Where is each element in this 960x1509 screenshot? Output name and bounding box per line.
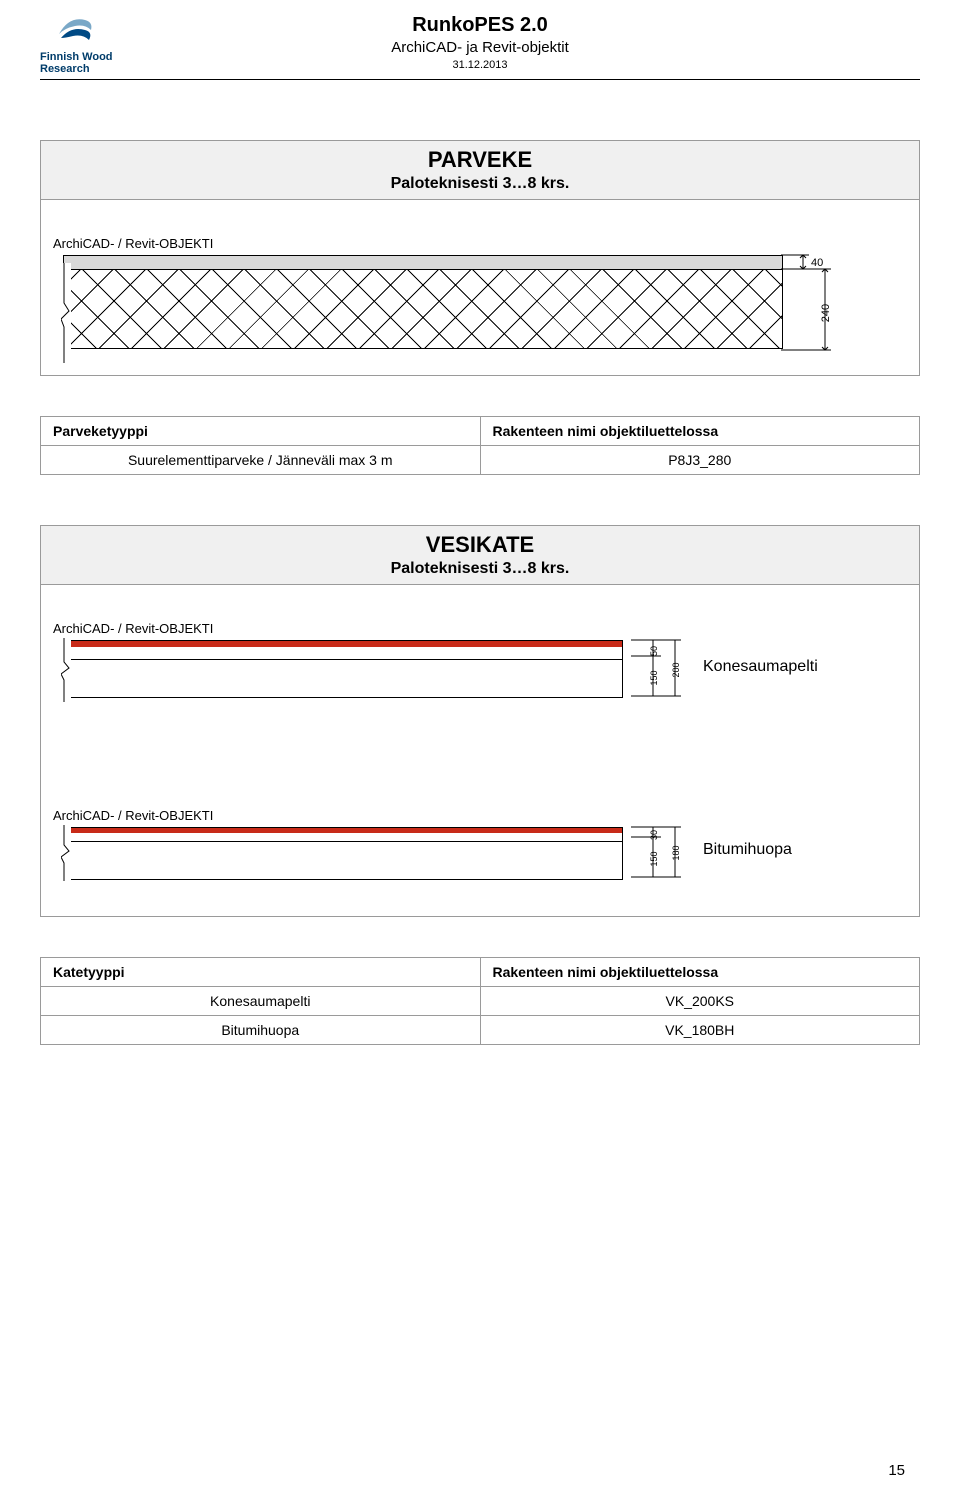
doc-date: 31.12.2013	[40, 59, 920, 71]
vk2-gap-layer	[63, 833, 622, 841]
vesikate-diagram2-label: ArchiCAD- / Revit-OBJEKTI	[53, 808, 907, 823]
dim-40: 40	[811, 257, 823, 269]
doc-subtitle: ArchiCAD- ja Revit-objektit	[40, 39, 920, 56]
vesikate-title-cell: VESIKATE Paloteknisesti 3…8 krs.	[41, 526, 920, 585]
parveke-th-left: Parveketyyppi	[41, 417, 481, 446]
vk1-label: Konesaumapelti	[703, 658, 818, 676]
header-titles: RunkoPES 2.0 ArchiCAD- ja Revit-objektit…	[40, 10, 920, 71]
vk2-label: Bitumihuopa	[703, 841, 792, 859]
table-row: Konesaumapelti VK_200KS	[41, 987, 920, 1016]
vesikate-th-left: Katetyyppi	[41, 958, 481, 987]
table-row: Bitumihuopa VK_180BH	[41, 1016, 920, 1045]
parveke-table: Parveketyyppi Rakenteen nimi objektiluet…	[40, 416, 920, 475]
org-name: Finnish Wood Research	[40, 51, 140, 75]
vesikate-table: Katetyyppi Rakenteen nimi objektiluettel…	[40, 957, 920, 1045]
svg-text:30: 30	[649, 830, 659, 840]
parveke-dimensions: 40 240	[781, 249, 851, 359]
vk2-dimensions: 30 150 180	[631, 823, 701, 883]
page-number: 15	[888, 1462, 905, 1479]
logo-area: Finnish Wood Research	[40, 10, 140, 75]
parveke-diagram-cell: ArchiCAD- / Revit-OBJEKTI	[41, 200, 920, 376]
org-line1: Finnish Wood	[40, 51, 113, 63]
parveke-th-right: Rakenteen nimi objektiluettelossa	[480, 417, 920, 446]
vesikate-block: VESIKATE Paloteknisesti 3…8 krs. ArchiCA…	[40, 525, 920, 917]
parveke-diagram-label: ArchiCAD- / Revit-OBJEKTI	[53, 236, 907, 251]
vesikate-title: VESIKATE	[53, 532, 907, 558]
vk2-body-layer	[63, 841, 622, 879]
vk1-gap-layer	[63, 647, 622, 659]
svg-text:180: 180	[671, 845, 681, 860]
logo-icon	[54, 10, 96, 46]
vesikate-row0-left: Konesaumapelti	[41, 987, 481, 1016]
vesikate-row1-left: Bitumihuopa	[41, 1016, 481, 1045]
svg-text:50: 50	[649, 646, 659, 656]
vesikate-th-right: Rakenteen nimi objektiluettelossa	[480, 958, 920, 987]
svg-text:200: 200	[671, 662, 681, 677]
break-mark-icon	[61, 263, 71, 357]
svg-text:150: 150	[649, 851, 659, 866]
vesikate-diagram-cell: ArchiCAD- / Revit-OBJEKTI	[41, 585, 920, 917]
vesikate-subtitle: Paloteknisesti 3…8 krs.	[53, 560, 907, 578]
vk1-body-layer	[63, 659, 622, 697]
table-row: Suurelementtiparveke / Jänneväli max 3 m…	[41, 446, 920, 475]
vk1-dimensions: 50 150 200	[631, 636, 701, 706]
org-line2: Research	[40, 63, 90, 75]
parveke-title-cell: PARVEKE Paloteknisesti 3…8 krs.	[41, 141, 920, 200]
vk1-layers	[63, 640, 623, 698]
parveke-title: PARVEKE	[53, 147, 907, 173]
parveke-top-layer	[63, 255, 783, 269]
svg-text:150: 150	[649, 670, 659, 685]
parveke-row0-left: Suurelementtiparveke / Jänneväli max 3 m	[41, 446, 481, 475]
break-mark-icon	[61, 638, 71, 700]
parveke-subtitle: Paloteknisesti 3…8 krs.	[53, 175, 907, 193]
break-mark-icon	[61, 825, 71, 881]
page-header: Finnish Wood Research RunkoPES 2.0 Archi…	[40, 10, 920, 80]
vesikate-diagram1-label: ArchiCAD- / Revit-OBJEKTI	[53, 621, 907, 636]
vesikate-diagram-2: 30 150 180 Bitumihuopa	[63, 827, 623, 880]
doc-title: RunkoPES 2.0	[40, 10, 920, 37]
dim-240: 240	[820, 304, 832, 322]
vesikate-row1-right: VK_180BH	[480, 1016, 920, 1045]
parveke-hatch-layer	[63, 269, 783, 349]
vesikate-diagram-1: 50 150 200 Konesaumapelti	[63, 640, 623, 698]
parveke-row0-right: P8J3_280	[480, 446, 920, 475]
vk2-layers	[63, 827, 623, 880]
page-content: PARVEKE Paloteknisesti 3…8 krs. ArchiCAD…	[0, 140, 960, 1045]
parveke-block: PARVEKE Paloteknisesti 3…8 krs. ArchiCAD…	[40, 140, 920, 376]
vesikate-row0-right: VK_200KS	[480, 987, 920, 1016]
parveke-diagram: 40 240	[63, 255, 783, 349]
